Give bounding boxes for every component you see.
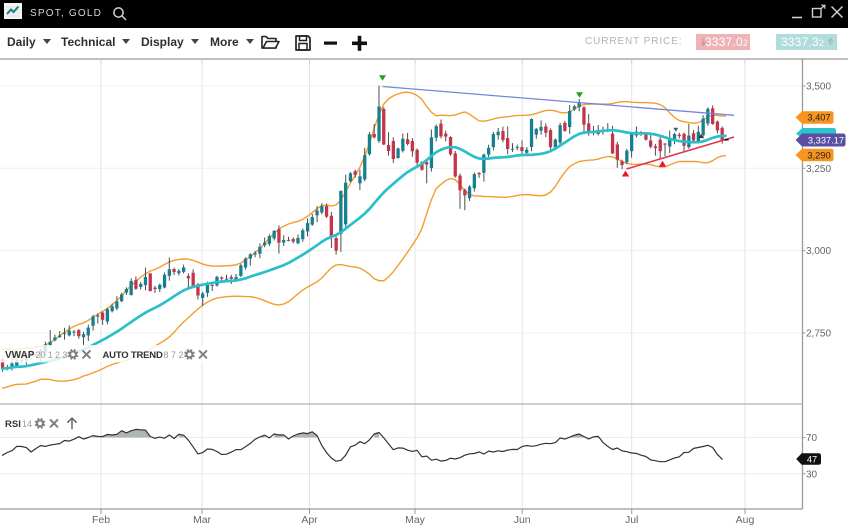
svg-text:3,000: 3,000 [806, 246, 831, 257]
svg-text:May: May [405, 514, 426, 526]
svg-text:AUTO TREND: AUTO TREND [103, 350, 163, 361]
svg-text:3,337.17: 3,337.17 [808, 135, 844, 145]
svg-text:Mar: Mar [193, 514, 212, 526]
svg-text:3,250: 3,250 [806, 164, 831, 175]
svg-text:Aug: Aug [736, 514, 755, 526]
svg-text:Feb: Feb [92, 514, 110, 526]
svg-text:Jul: Jul [625, 514, 638, 526]
svg-text:3,500: 3,500 [806, 82, 831, 93]
svg-text:14: 14 [22, 419, 32, 429]
svg-text:VWAP: VWAP [5, 350, 35, 361]
svg-text:3,407: 3,407 [807, 113, 830, 123]
svg-text:Jun: Jun [514, 514, 531, 526]
svg-text:8 7 2: 8 7 2 [164, 350, 184, 360]
svg-text:3,290: 3,290 [807, 150, 830, 160]
svg-text:30: 30 [806, 469, 818, 480]
svg-text:2,750: 2,750 [806, 328, 831, 339]
svg-text:Apr: Apr [301, 514, 318, 526]
svg-text:20 1 2 3: 20 1 2 3 [36, 350, 68, 360]
svg-text:47: 47 [807, 454, 817, 464]
svg-text:70: 70 [806, 433, 818, 444]
svg-text:RSI: RSI [5, 419, 21, 430]
